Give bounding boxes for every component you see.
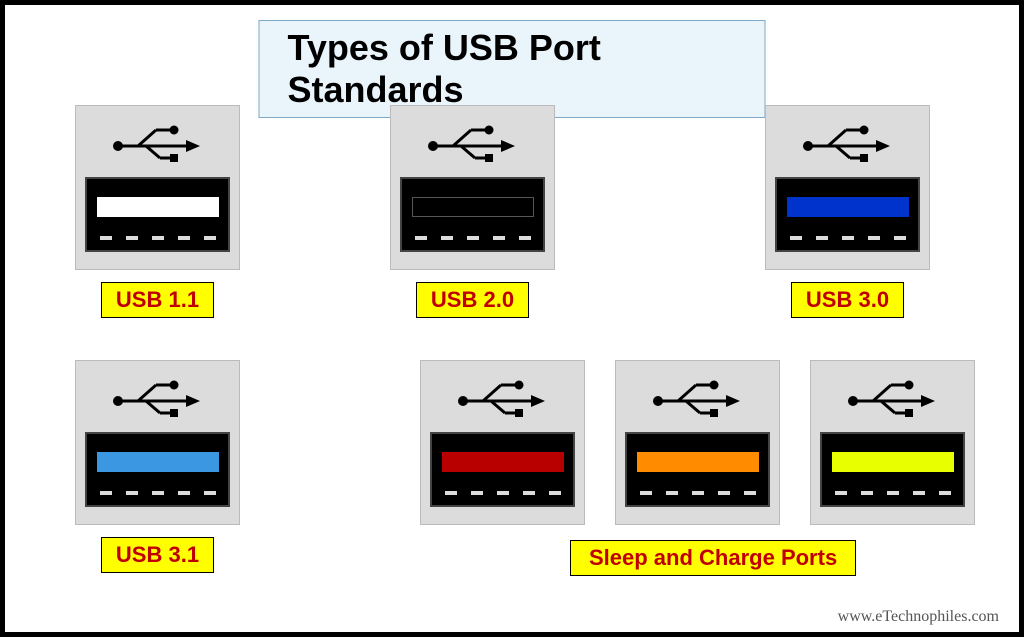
port-opening — [430, 432, 575, 507]
usb-trident-icon — [648, 373, 748, 418]
connector-pins — [835, 491, 951, 495]
port-label: USB 3.1 — [101, 537, 214, 573]
page-title: Types of USB Port Standards — [259, 20, 766, 118]
port-panel — [765, 105, 930, 270]
port-label: USB 3.0 — [791, 282, 904, 318]
port-panel — [810, 360, 975, 525]
port-usb11: USB 1.1 — [75, 105, 240, 318]
port-sc_red — [420, 360, 585, 525]
connector-pins — [415, 236, 531, 240]
usb-trident-icon — [453, 373, 553, 418]
port-label: USB 2.0 — [416, 282, 529, 318]
port-label: USB 1.1 — [101, 282, 214, 318]
connector-bar — [412, 197, 534, 217]
port-panel — [615, 360, 780, 525]
connector-bar — [832, 452, 954, 472]
port-opening — [775, 177, 920, 252]
usb-trident-icon — [108, 373, 208, 418]
port-opening — [400, 177, 545, 252]
group-label-sleep-charge: Sleep and Charge Ports — [570, 540, 856, 576]
port-sc_orange — [615, 360, 780, 525]
connector-bar — [637, 452, 759, 472]
connector-bar — [442, 452, 564, 472]
port-opening — [820, 432, 965, 507]
watermark: www.eTechnophiles.com — [838, 608, 999, 626]
port-usb31: USB 3.1 — [75, 360, 240, 573]
usb-trident-icon — [798, 118, 898, 163]
port-opening — [625, 432, 770, 507]
connector-pins — [640, 491, 756, 495]
connector-bar — [97, 197, 219, 217]
port-opening — [85, 177, 230, 252]
usb-trident-icon — [423, 118, 523, 163]
usb-trident-icon — [843, 373, 943, 418]
connector-bar — [97, 452, 219, 472]
connector-pins — [100, 236, 216, 240]
connector-pins — [100, 491, 216, 495]
connector-bar — [787, 197, 909, 217]
port-sc_yellow — [810, 360, 975, 525]
port-panel — [420, 360, 585, 525]
port-panel — [75, 360, 240, 525]
port-usb20: USB 2.0 — [390, 105, 555, 318]
port-panel — [390, 105, 555, 270]
port-panel — [75, 105, 240, 270]
connector-pins — [445, 491, 561, 495]
connector-pins — [790, 236, 906, 240]
port-usb30: USB 3.0 — [765, 105, 930, 318]
port-opening — [85, 432, 230, 507]
usb-trident-icon — [108, 118, 208, 163]
